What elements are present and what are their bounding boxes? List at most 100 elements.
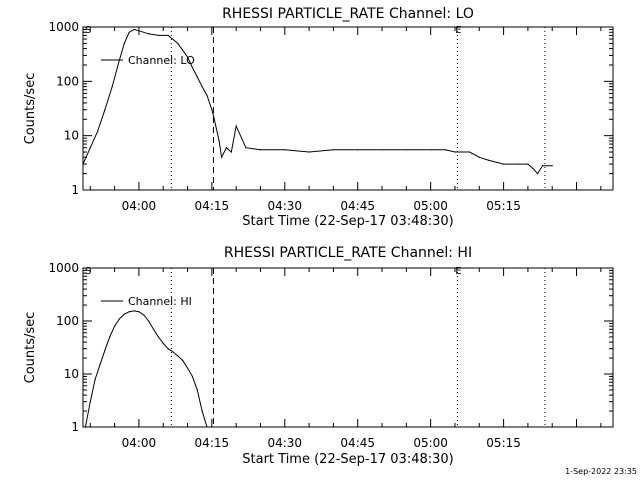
data-point bbox=[405, 149, 407, 151]
data-point bbox=[123, 42, 125, 45]
x-tick-label: 05:15 bbox=[486, 436, 521, 450]
data-point bbox=[133, 310, 135, 312]
y-axis-label: Counts/sec bbox=[23, 312, 38, 384]
data-point bbox=[230, 151, 232, 153]
x-tick-label: 04:15 bbox=[195, 436, 230, 450]
data-point bbox=[211, 109, 213, 111]
chart-title: RHESSI PARTICLE_RATE Channel: HI bbox=[224, 245, 472, 261]
data-point bbox=[152, 328, 155, 330]
y-tick-label: 1000 bbox=[48, 20, 79, 34]
time-marker-label: E bbox=[455, 266, 461, 277]
y-tick-label: 10 bbox=[64, 129, 79, 143]
data-point bbox=[541, 165, 544, 167]
data-point bbox=[357, 149, 359, 151]
data-point bbox=[128, 31, 130, 33]
data-point bbox=[381, 149, 383, 151]
data-point bbox=[201, 86, 203, 88]
data-point bbox=[430, 149, 432, 151]
data-point bbox=[177, 355, 179, 357]
data-point bbox=[143, 314, 145, 316]
data-point bbox=[503, 163, 505, 165]
data-point bbox=[111, 86, 113, 88]
data-point bbox=[284, 149, 286, 151]
data-point bbox=[259, 149, 262, 151]
data-point bbox=[89, 147, 91, 149]
data-point bbox=[221, 156, 223, 158]
corner-label: S bbox=[85, 266, 91, 277]
y-tick-label: 1 bbox=[71, 420, 79, 434]
x-tick-label: 04:45 bbox=[340, 436, 375, 450]
data-point bbox=[469, 151, 471, 153]
x-tick-label: 05:15 bbox=[486, 199, 521, 213]
plot-frame bbox=[82, 26, 614, 191]
chart-title: RHESSI PARTICLE_RATE Channel: LO bbox=[222, 6, 474, 22]
data-point bbox=[172, 351, 174, 353]
y-tick-label: 1000 bbox=[48, 261, 79, 275]
data-point bbox=[186, 56, 189, 58]
x-tick-label: 04:30 bbox=[267, 436, 302, 450]
data-point bbox=[83, 163, 84, 165]
data-point bbox=[114, 325, 116, 327]
corner-label: S bbox=[85, 25, 91, 36]
y-tick-label: 1 bbox=[71, 183, 79, 197]
data-point bbox=[138, 311, 140, 313]
x-tick-label: 04:45 bbox=[340, 199, 375, 213]
data-point bbox=[89, 401, 91, 403]
x-tick-label: 04:00 bbox=[122, 199, 157, 213]
data-point bbox=[213, 118, 215, 120]
footer-timestamp: 1-Sep-2022 23:35 bbox=[565, 467, 637, 476]
data-point bbox=[133, 28, 135, 31]
data-point bbox=[191, 375, 193, 377]
data-point bbox=[162, 342, 164, 344]
data-point bbox=[527, 163, 529, 165]
data-point bbox=[532, 167, 534, 169]
legend-label: Channel: HI bbox=[128, 295, 192, 308]
data-point bbox=[84, 426, 86, 427]
data-point bbox=[148, 33, 150, 35]
data-point bbox=[218, 140, 220, 142]
chart-panel-2: RHESSI PARTICLE_RATE Channel: HI 04:00 04:… bbox=[23, 245, 614, 467]
data-point bbox=[225, 147, 227, 149]
data-point bbox=[206, 426, 208, 427]
data-point bbox=[537, 173, 539, 175]
data-point bbox=[196, 389, 198, 391]
data-point bbox=[308, 151, 310, 153]
plot-frame bbox=[82, 267, 614, 428]
data-point bbox=[138, 30, 140, 32]
y-tick-label: 100 bbox=[56, 74, 79, 88]
data-point bbox=[104, 109, 106, 111]
data-point bbox=[478, 156, 480, 158]
x-tick-label: 04:30 bbox=[267, 199, 302, 213]
data-point bbox=[444, 149, 446, 151]
data-point bbox=[128, 311, 130, 313]
x-tick-label: 05:00 bbox=[413, 436, 448, 450]
data-point bbox=[551, 165, 553, 167]
data-point bbox=[517, 163, 519, 165]
x-tick-label: 05:00 bbox=[413, 199, 448, 213]
data-point bbox=[99, 364, 101, 366]
data-point bbox=[109, 336, 111, 338]
x-axis-label: Start Time (22-Sep-17 03:48:30) bbox=[242, 452, 453, 467]
data-point bbox=[235, 125, 237, 127]
x-axis-label: Start Time (22-Sep-17 03:48:30) bbox=[242, 214, 453, 229]
data-point bbox=[167, 34, 169, 37]
data-point bbox=[191, 66, 193, 69]
data-point bbox=[201, 410, 203, 412]
time-marker-label: E bbox=[455, 25, 461, 36]
series-line-1 bbox=[84, 310, 208, 427]
data-point bbox=[245, 147, 247, 149]
data-point bbox=[167, 348, 169, 350]
data-point bbox=[123, 313, 125, 315]
data-point bbox=[332, 149, 334, 151]
data-point bbox=[177, 42, 179, 45]
series-line-1 bbox=[83, 28, 553, 175]
data-point bbox=[97, 130, 99, 132]
data-point bbox=[104, 349, 106, 351]
data-point bbox=[488, 159, 490, 161]
y-tick-label: 100 bbox=[56, 314, 79, 328]
data-point bbox=[182, 359, 184, 362]
x-tick-label: 04:00 bbox=[122, 436, 157, 450]
data-point bbox=[206, 94, 208, 96]
x-tick-label: 04:15 bbox=[195, 199, 230, 213]
